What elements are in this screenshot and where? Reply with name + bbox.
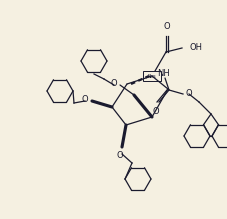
Text: NH: NH [156, 69, 169, 78]
Text: O: O [163, 22, 170, 31]
FancyBboxPatch shape [142, 71, 160, 81]
Text: OH: OH [189, 44, 202, 53]
Text: O: O [116, 151, 123, 160]
Text: O: O [110, 78, 116, 88]
Text: Abs: Abs [146, 74, 156, 78]
Text: O: O [185, 90, 192, 99]
Text: O: O [152, 107, 159, 116]
Text: O: O [81, 95, 88, 104]
